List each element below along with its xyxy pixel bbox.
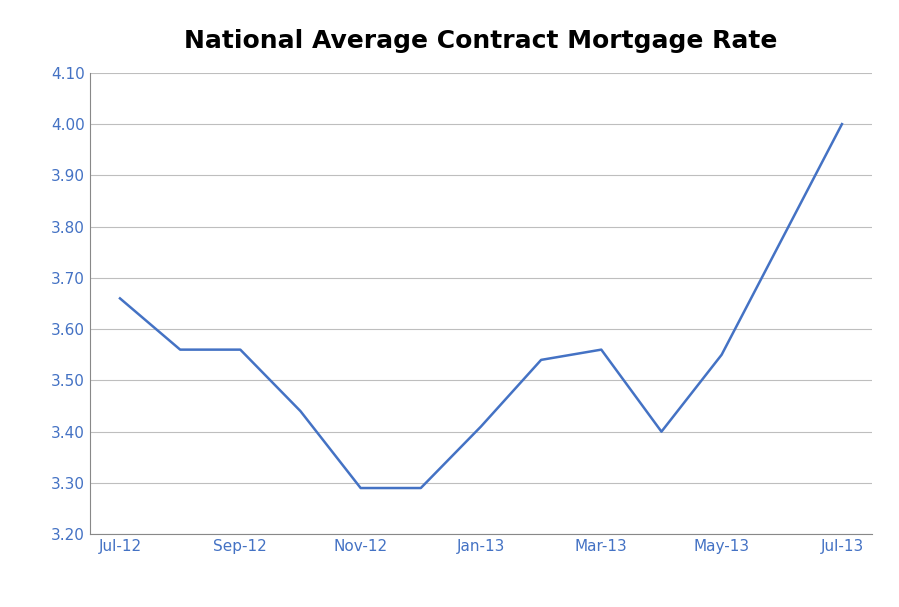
Title: National Average Contract Mortgage Rate: National Average Contract Mortgage Rate [184, 29, 778, 53]
